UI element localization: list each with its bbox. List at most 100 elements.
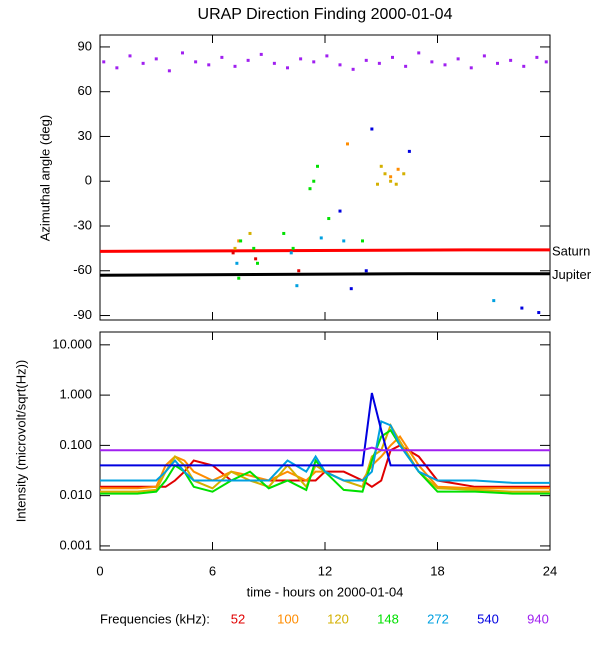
point — [237, 239, 241, 243]
legend-entry: 120 — [327, 611, 349, 626]
point — [379, 164, 383, 168]
point — [231, 251, 235, 255]
point — [396, 167, 400, 171]
point — [239, 239, 243, 243]
point — [256, 261, 259, 265]
y-tick-label: -90 — [73, 307, 92, 322]
y-tick-label: 0.001 — [59, 537, 92, 552]
x-axis-label: time - hours on 2000-01-04 — [247, 584, 404, 599]
point — [319, 236, 323, 240]
point — [289, 251, 293, 255]
point — [417, 51, 421, 55]
point — [370, 127, 374, 131]
y-tick-label: 0.010 — [59, 487, 92, 502]
series-line — [100, 428, 550, 495]
y-tick-label: -30 — [73, 217, 92, 232]
point — [248, 231, 252, 235]
point — [492, 299, 496, 303]
series-line — [100, 446, 550, 452]
point — [181, 51, 184, 55]
point — [102, 60, 106, 64]
point — [407, 149, 411, 153]
x-tick-label: 18 — [430, 563, 444, 578]
legend-entry: 940 — [527, 611, 549, 626]
point — [233, 246, 237, 250]
point — [338, 63, 342, 67]
point — [297, 269, 301, 273]
legend-entry: 148 — [377, 611, 399, 626]
point — [509, 58, 513, 62]
series-line — [100, 419, 550, 484]
point — [404, 64, 408, 68]
point — [389, 175, 393, 179]
point — [272, 61, 276, 65]
legend-entry: 272 — [427, 611, 449, 626]
y-axis-label: Azimuthal angle (deg) — [37, 115, 52, 241]
point — [254, 257, 258, 261]
point — [327, 217, 331, 221]
point — [394, 182, 398, 186]
point — [291, 246, 295, 250]
legend-title: Frequencies (kHz): — [100, 611, 210, 626]
x-tick-label: 6 — [209, 563, 216, 578]
point — [544, 60, 548, 64]
y-tick-label: 1.000 — [59, 387, 92, 402]
point — [342, 239, 346, 243]
point — [167, 69, 171, 73]
reference-line — [99, 248, 550, 253]
point — [233, 64, 237, 68]
point — [482, 54, 486, 58]
x-tick-label: 0 — [96, 563, 103, 578]
point — [383, 172, 387, 176]
legend-entry: 100 — [277, 611, 299, 626]
point — [389, 179, 393, 183]
point — [469, 66, 473, 70]
point — [364, 269, 368, 273]
point — [377, 61, 381, 65]
point — [391, 55, 394, 59]
y-tick-label: 30 — [78, 128, 92, 143]
point — [295, 284, 299, 288]
x-tick-label: 24 — [543, 563, 557, 578]
point — [443, 63, 447, 67]
point — [194, 60, 198, 64]
plot-frame — [99, 331, 551, 551]
point — [246, 58, 250, 62]
y-axis-label: Intensity (microvolt/sqrt(Hz)) — [13, 360, 28, 523]
point — [237, 276, 241, 280]
point — [207, 63, 211, 67]
y-tick-label: 60 — [78, 83, 92, 98]
chart-title: URAP Direction Finding 2000-01-04 — [198, 6, 453, 23]
point — [376, 182, 379, 186]
point — [325, 54, 329, 58]
point — [282, 231, 286, 235]
point — [338, 209, 342, 213]
point — [496, 61, 499, 65]
point — [349, 287, 353, 291]
point — [312, 179, 316, 183]
point — [456, 57, 460, 61]
point — [235, 261, 239, 265]
point — [115, 66, 119, 70]
series-line — [100, 392, 550, 467]
point — [535, 55, 539, 59]
point — [128, 54, 132, 58]
reference-label: Saturn — [552, 243, 590, 258]
y-tick-label: 0.100 — [59, 437, 92, 452]
point — [252, 246, 256, 250]
point — [522, 64, 526, 68]
point — [351, 67, 355, 71]
point — [346, 142, 349, 146]
legend-entry: 540 — [477, 611, 499, 626]
x-tick-label: 12 — [318, 563, 332, 578]
point — [154, 57, 158, 61]
point — [537, 311, 541, 315]
point — [520, 306, 524, 310]
reference-line — [99, 272, 550, 277]
point — [312, 60, 316, 64]
point — [308, 187, 312, 191]
legend-entry: 52 — [231, 611, 245, 626]
reference-label: Jupiter — [552, 267, 592, 282]
y-tick-label: 0 — [85, 173, 92, 188]
y-tick-label: -60 — [73, 262, 92, 277]
